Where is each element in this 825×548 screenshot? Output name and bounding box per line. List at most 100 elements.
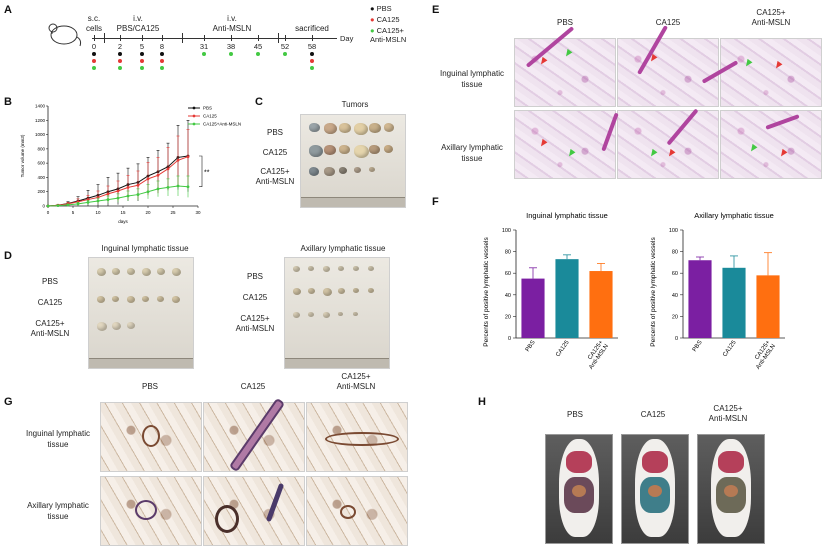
e-col-pbs: PBS xyxy=(556,18,573,27)
x-tick-label: 15 xyxy=(120,210,126,215)
data-point xyxy=(136,183,140,187)
y-tick-label: 0 xyxy=(42,204,45,209)
bar xyxy=(521,278,545,338)
bar xyxy=(688,260,712,338)
lymph-vessel xyxy=(142,425,160,447)
tissue-sample xyxy=(354,145,369,158)
significance-label: ** xyxy=(204,169,210,176)
data-point xyxy=(146,190,150,194)
c-row-ca125-anti-msln: CA125+ Anti-MSLN xyxy=(255,167,295,186)
stage-sacrificed: sacrificed xyxy=(295,24,329,33)
timeline-divider xyxy=(104,33,105,43)
data-point xyxy=(176,184,180,188)
tissue-sample xyxy=(353,312,358,317)
g-col-pbs: PBS xyxy=(141,382,158,391)
x-tick-label: 0 xyxy=(47,210,50,215)
y-tick-label: 40 xyxy=(505,293,511,299)
data-point xyxy=(126,186,130,189)
tissue-sample xyxy=(172,268,181,276)
tissue-sample xyxy=(127,296,135,303)
timeline-day: 38 xyxy=(226,42,236,51)
stage-route: i.v. xyxy=(133,14,143,23)
tissue-sample xyxy=(369,145,380,155)
y-tick-label: 20 xyxy=(672,314,678,320)
tissue-sample xyxy=(323,288,332,296)
timeline-dot xyxy=(118,52,122,56)
timeline-dot xyxy=(229,52,233,56)
category-label: CA125 xyxy=(722,339,738,358)
timeline-tick xyxy=(285,35,286,41)
panel-letter-c: C xyxy=(255,96,263,108)
tissue-sample xyxy=(293,266,300,272)
panel-letter-h: H xyxy=(478,396,486,408)
g-row-axillary: Axillary lymphatic tissue xyxy=(27,501,89,521)
timeline-dot xyxy=(160,59,164,63)
lymph-vessel xyxy=(340,505,356,519)
tissue-sample xyxy=(308,266,314,272)
ruler xyxy=(89,358,193,368)
e-col-ca125: CA125 xyxy=(655,18,681,27)
category-label-line: PBS xyxy=(525,340,537,353)
tissue-sample xyxy=(384,123,394,132)
data-point xyxy=(106,192,110,196)
timeline-dot xyxy=(310,66,314,70)
chart-title: Axillary lymphatic tissue xyxy=(694,211,774,220)
x-tick-label: 20 xyxy=(145,210,151,215)
data-point xyxy=(156,187,160,191)
bar xyxy=(589,271,613,338)
stage-label: Anti-MSLN xyxy=(212,24,252,33)
he-inguinal-ca125 xyxy=(617,38,719,107)
stage-pbs-ca125: i.v. PBS/CA125 xyxy=(108,14,168,34)
legend-label: PBS xyxy=(203,106,212,111)
tissue-sample xyxy=(338,266,344,272)
tissue-sample xyxy=(172,296,180,303)
timeline-tick xyxy=(204,35,205,41)
y-tick-label: 80 xyxy=(672,250,678,256)
significance-bracket xyxy=(199,155,203,188)
x-tick-label: 30 xyxy=(195,210,201,215)
tissue-sample xyxy=(384,145,393,153)
timeline-divider xyxy=(182,33,183,43)
legend-label: PBS xyxy=(376,4,392,13)
tissue-sample xyxy=(308,312,314,318)
y-tick-label: 100 xyxy=(502,228,511,234)
tissue-sample xyxy=(338,288,345,294)
x-tick-label: 10 xyxy=(95,210,101,215)
data-point xyxy=(156,173,160,177)
tissue-sample xyxy=(293,312,300,318)
timeline-dot xyxy=(310,52,314,56)
ihc-axillary-ca125-anti-msln xyxy=(306,476,408,546)
ruler xyxy=(301,197,405,207)
thoracic-cavity xyxy=(642,451,668,473)
tissue-sample xyxy=(324,123,337,135)
category-label: CA125 xyxy=(555,339,571,358)
tissue-sample xyxy=(293,288,301,295)
tissue-sample xyxy=(368,288,374,294)
stage-route: s.c. xyxy=(87,14,101,23)
timeline-dot xyxy=(140,59,144,63)
mouse-photo xyxy=(697,434,765,544)
legend-label: CA125+ Anti-MSLN xyxy=(370,26,407,44)
panel-letter-d: D xyxy=(4,250,12,262)
g-col-ca125-anti-msln: CA125+ Anti-MSLN xyxy=(336,372,376,391)
stage-cells: s.c. cells xyxy=(82,14,106,34)
panel-letter-g: G xyxy=(4,396,13,408)
timeline-tick xyxy=(312,35,313,41)
timeline-axis xyxy=(92,38,337,39)
timeline-axis-label: Day xyxy=(340,34,354,43)
tissue-sample xyxy=(324,167,335,177)
timeline-dot xyxy=(118,59,122,63)
tissue-sample xyxy=(339,123,351,134)
chart-title: Inguinal lymphatic tissue xyxy=(526,211,608,220)
tissue-sample xyxy=(339,145,350,155)
tissue-sample xyxy=(112,268,120,275)
data-point xyxy=(56,204,60,208)
timeline-day: 5 xyxy=(139,42,145,51)
timeline-dot xyxy=(140,52,144,56)
data-point xyxy=(166,167,170,171)
y-tick-label: 800 xyxy=(37,146,45,151)
timeline-dot xyxy=(118,66,122,70)
legend-label: CA125 xyxy=(376,15,400,24)
stage-label: PBS/CA125 xyxy=(116,24,160,33)
data-point xyxy=(176,158,180,162)
